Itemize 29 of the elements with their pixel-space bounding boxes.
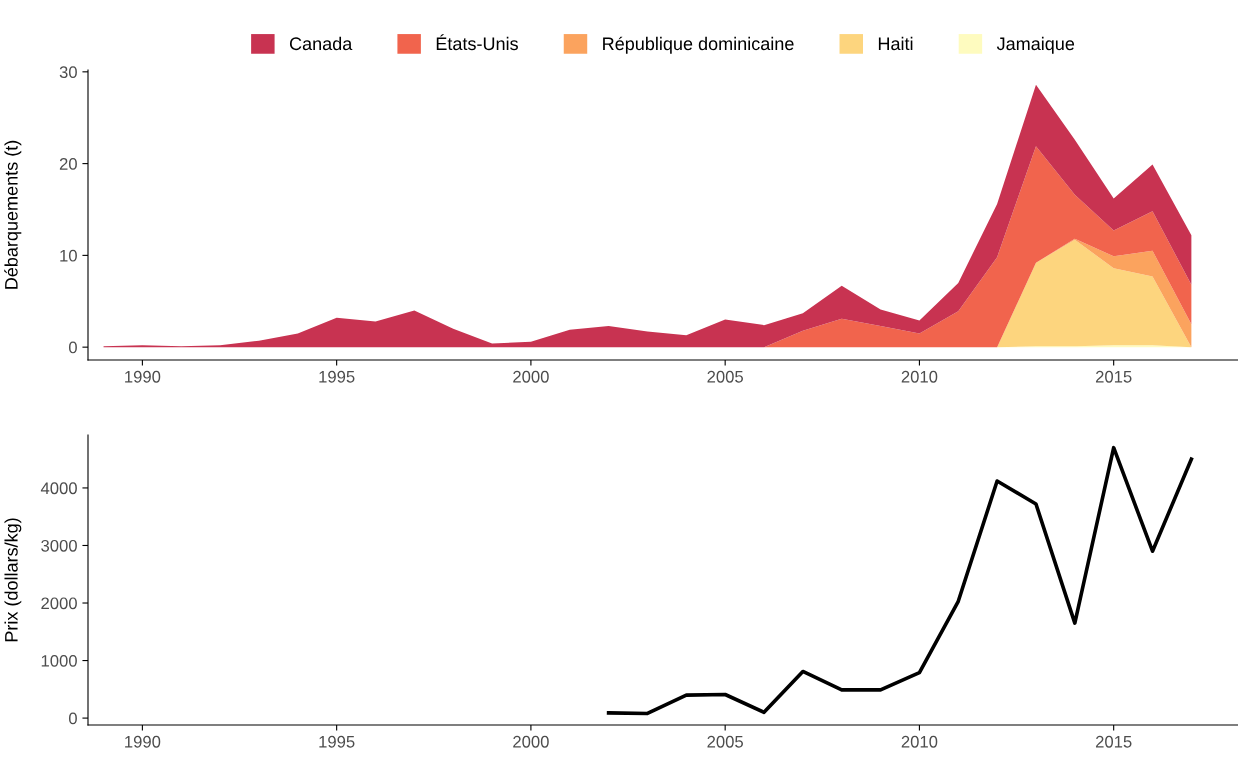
x-tick-label: 1990 (125, 370, 161, 383)
legend-label: Canada (289, 36, 353, 51)
x-tick-label: 2010 (901, 735, 938, 748)
x-tick-label: 2015 (1095, 735, 1132, 748)
legend-label: Haiti (878, 36, 913, 51)
legend-label: États-Unis (436, 34, 518, 51)
y-axis-title: Prix (dollars/kg) (4, 518, 22, 642)
y-tick-label: 4000 (40, 482, 77, 495)
x-tick-label: 1990 (125, 735, 161, 748)
y-tick-label: 1000 (41, 654, 77, 667)
line-series (606, 445, 1194, 716)
y-axis-title: Débarquements (t) (4, 140, 22, 289)
x-tick-label: 1995 (319, 370, 355, 383)
y-tick-label: 3000 (41, 539, 77, 552)
x-tick-label: 1995 (319, 735, 355, 748)
x-tick-label: 2010 (901, 370, 938, 383)
y-tick-label: 0 (68, 712, 77, 725)
legend-label: République dominicaine (603, 36, 794, 54)
x-tick-label: 2005 (707, 370, 743, 383)
x-tick-label: 2015 (1095, 370, 1132, 383)
y-tick-label: 0 (68, 341, 77, 354)
y-tick-label: 10 (60, 249, 77, 262)
x-tick-label: 2000 (513, 370, 549, 383)
x-tick-label: 2005 (707, 735, 743, 748)
legend-label: Jamaique (996, 36, 1075, 54)
y-tick-label: 20 (59, 158, 77, 170)
y-tick-label: 30 (59, 66, 77, 79)
x-tick-label: 2000 (513, 735, 549, 748)
y-tick-label: 2000 (41, 597, 77, 610)
